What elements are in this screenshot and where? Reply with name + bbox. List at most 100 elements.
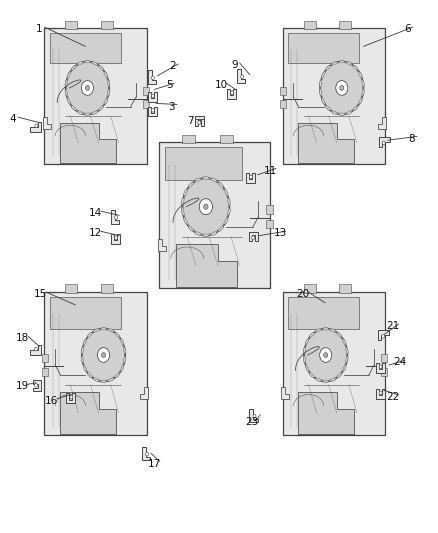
Polygon shape (120, 364, 124, 372)
Polygon shape (322, 380, 329, 383)
Polygon shape (107, 328, 114, 333)
Polygon shape (184, 216, 188, 224)
Bar (339, 285, 351, 293)
Polygon shape (81, 346, 84, 355)
Polygon shape (358, 71, 362, 79)
Polygon shape (303, 355, 306, 364)
Text: 9: 9 (231, 60, 238, 70)
Circle shape (35, 124, 38, 127)
FancyBboxPatch shape (288, 296, 359, 329)
FancyBboxPatch shape (44, 292, 147, 435)
Polygon shape (315, 377, 322, 382)
Text: 1: 1 (36, 25, 43, 34)
Text: 14: 14 (89, 208, 102, 218)
FancyBboxPatch shape (49, 33, 121, 63)
FancyBboxPatch shape (159, 142, 270, 288)
Circle shape (241, 75, 244, 78)
FancyBboxPatch shape (46, 31, 147, 164)
Circle shape (115, 216, 117, 219)
Bar (381, 368, 387, 376)
Bar (266, 205, 272, 214)
Polygon shape (321, 96, 326, 104)
Polygon shape (326, 66, 331, 71)
Polygon shape (227, 207, 230, 216)
Polygon shape (111, 234, 120, 244)
Polygon shape (88, 333, 93, 338)
Circle shape (336, 80, 348, 95)
Polygon shape (98, 104, 103, 110)
Polygon shape (83, 364, 88, 372)
Text: 13: 13 (274, 229, 287, 238)
Bar (143, 86, 149, 95)
Text: 22: 22 (387, 392, 400, 402)
Polygon shape (77, 110, 84, 115)
Polygon shape (91, 61, 98, 66)
Bar (220, 135, 233, 143)
Bar (304, 285, 316, 293)
Polygon shape (83, 338, 88, 346)
Polygon shape (103, 71, 108, 79)
Polygon shape (77, 61, 84, 66)
Bar (280, 86, 286, 95)
Polygon shape (140, 387, 148, 399)
Polygon shape (103, 96, 108, 104)
Bar (101, 21, 113, 29)
Polygon shape (249, 231, 258, 241)
Polygon shape (188, 182, 194, 189)
Text: 5: 5 (166, 80, 173, 90)
Polygon shape (250, 409, 258, 422)
Polygon shape (123, 346, 126, 355)
Circle shape (324, 353, 328, 358)
Text: 16: 16 (45, 396, 58, 406)
Polygon shape (100, 328, 107, 330)
Polygon shape (331, 61, 338, 66)
Polygon shape (184, 189, 188, 197)
Polygon shape (114, 372, 120, 377)
FancyBboxPatch shape (161, 145, 271, 289)
Circle shape (152, 94, 154, 98)
Circle shape (379, 391, 382, 394)
Polygon shape (227, 197, 230, 207)
Polygon shape (60, 123, 116, 163)
Circle shape (320, 61, 364, 115)
Text: 24: 24 (393, 358, 406, 367)
Polygon shape (100, 380, 107, 383)
Polygon shape (176, 244, 237, 287)
Polygon shape (346, 110, 352, 115)
Text: 19: 19 (16, 382, 29, 391)
Text: 4: 4 (10, 115, 17, 124)
FancyBboxPatch shape (49, 296, 121, 329)
Bar (65, 21, 78, 29)
Circle shape (182, 177, 230, 236)
Polygon shape (299, 392, 354, 434)
Circle shape (115, 236, 117, 239)
Text: 17: 17 (148, 459, 161, 469)
Circle shape (35, 348, 37, 351)
Polygon shape (158, 239, 166, 252)
FancyBboxPatch shape (44, 28, 147, 164)
Bar (266, 220, 272, 228)
Polygon shape (237, 69, 245, 83)
Polygon shape (223, 189, 228, 197)
Polygon shape (378, 137, 390, 147)
Polygon shape (98, 66, 103, 71)
Circle shape (81, 328, 126, 382)
Circle shape (253, 415, 256, 418)
Polygon shape (65, 88, 68, 96)
Bar (182, 135, 195, 143)
Polygon shape (352, 66, 358, 71)
Polygon shape (346, 61, 352, 66)
Polygon shape (65, 79, 68, 88)
Polygon shape (148, 92, 157, 102)
Polygon shape (217, 224, 223, 231)
Polygon shape (299, 123, 354, 163)
Polygon shape (336, 333, 342, 338)
Circle shape (70, 395, 73, 399)
Polygon shape (361, 79, 364, 88)
Polygon shape (346, 346, 348, 355)
Polygon shape (378, 117, 386, 130)
Text: 11: 11 (264, 166, 277, 175)
Text: 23: 23 (245, 417, 258, 427)
Polygon shape (84, 113, 91, 116)
Circle shape (252, 236, 254, 239)
